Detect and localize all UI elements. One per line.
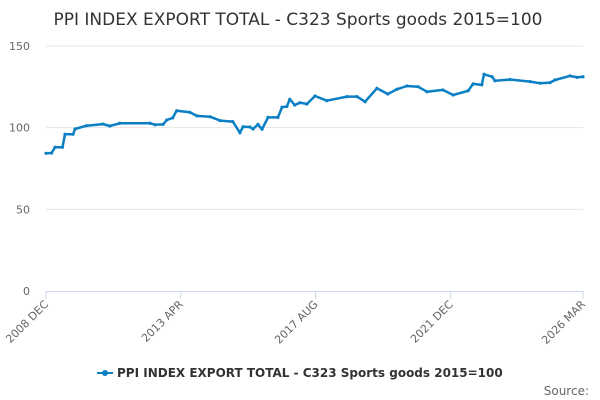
data-point[interactable] xyxy=(568,74,572,78)
legend-marker-icon xyxy=(102,370,108,376)
data-point[interactable] xyxy=(188,110,192,114)
data-point[interactable] xyxy=(260,127,264,131)
data-point[interactable] xyxy=(60,145,65,149)
data-point[interactable] xyxy=(480,83,484,87)
series-line xyxy=(45,73,584,155)
data-point[interactable] xyxy=(466,89,470,93)
data-point[interactable] xyxy=(405,84,409,88)
data-point[interactable] xyxy=(50,151,54,155)
data-point[interactable] xyxy=(175,109,179,113)
legend[interactable]: PPI INDEX EXPORT TOTAL - C323 Sports goo… xyxy=(97,366,503,380)
data-point[interactable] xyxy=(363,100,367,104)
data-point[interactable] xyxy=(451,93,455,97)
y-tick-label: 150 xyxy=(9,40,30,53)
data-point[interactable] xyxy=(241,125,245,129)
data-point[interactable] xyxy=(195,114,199,118)
data-point[interactable] xyxy=(44,151,48,155)
data-point[interactable] xyxy=(148,121,152,125)
legend-label: PPI INDEX EXPORT TOTAL - C323 Sports goo… xyxy=(117,366,503,380)
data-point[interactable] xyxy=(73,127,77,131)
data-point[interactable] xyxy=(528,80,532,84)
data-point[interactable] xyxy=(553,78,557,82)
data-point[interactable] xyxy=(238,131,242,135)
data-point[interactable] xyxy=(493,79,497,83)
data-point[interactable] xyxy=(313,94,317,98)
data-point[interactable] xyxy=(165,118,169,122)
data-point[interactable] xyxy=(288,97,292,101)
data-point[interactable] xyxy=(298,101,302,105)
data-point[interactable] xyxy=(538,81,542,85)
data-point[interactable] xyxy=(345,95,349,99)
data-point[interactable] xyxy=(508,77,512,82)
data-point[interactable] xyxy=(575,75,579,79)
data-point[interactable] xyxy=(471,82,475,86)
data-point[interactable] xyxy=(375,86,379,90)
data-point[interactable] xyxy=(325,99,329,103)
data-point[interactable] xyxy=(231,120,235,124)
data-point[interactable] xyxy=(581,75,585,79)
data-point[interactable] xyxy=(490,75,494,79)
y-tick-label: 50 xyxy=(16,203,30,216)
chart-title: PPI INDEX EXPORT TOTAL - C323 Sports goo… xyxy=(53,10,542,30)
data-point[interactable] xyxy=(305,102,309,106)
data-point[interactable] xyxy=(355,95,359,99)
x-tick-label: 2021 DEC xyxy=(408,298,456,346)
y-tick-label: 100 xyxy=(9,122,30,135)
data-point[interactable] xyxy=(395,87,399,91)
x-tick-label: 2013 APR xyxy=(139,298,186,345)
data-point[interactable] xyxy=(108,124,112,128)
x-tick-label: 2026 MAR xyxy=(539,298,588,347)
data-point[interactable] xyxy=(386,92,390,96)
data-point[interactable] xyxy=(63,132,67,136)
data-point[interactable] xyxy=(276,115,280,119)
x-tick-label: 2008 DEC xyxy=(3,298,51,346)
data-point[interactable] xyxy=(218,119,222,123)
data-point[interactable] xyxy=(53,145,57,149)
data-point[interactable] xyxy=(425,90,429,94)
y-tick-label: 0 xyxy=(23,285,30,298)
data-point[interactable] xyxy=(71,132,75,136)
data-point[interactable] xyxy=(293,103,297,107)
x-tick-label: 2017 AUG xyxy=(272,298,321,347)
source-label: Source: xyxy=(544,384,589,398)
data-point[interactable] xyxy=(256,122,260,126)
data-point[interactable] xyxy=(101,122,105,126)
data-point[interactable] xyxy=(482,72,486,76)
data-point[interactable] xyxy=(280,105,284,109)
data-point[interactable] xyxy=(441,88,445,92)
data-point[interactable] xyxy=(251,127,255,131)
data-point[interactable] xyxy=(161,122,165,126)
data-point[interactable] xyxy=(153,123,157,127)
data-point[interactable] xyxy=(208,115,212,119)
data-point[interactable] xyxy=(416,85,420,89)
data-point[interactable] xyxy=(118,121,122,125)
data-point[interactable] xyxy=(248,125,252,129)
data-point[interactable] xyxy=(285,104,289,109)
data-point[interactable] xyxy=(548,80,552,85)
data-point[interactable] xyxy=(84,124,89,128)
data-point[interactable] xyxy=(171,116,175,120)
data-point[interactable] xyxy=(266,115,270,119)
